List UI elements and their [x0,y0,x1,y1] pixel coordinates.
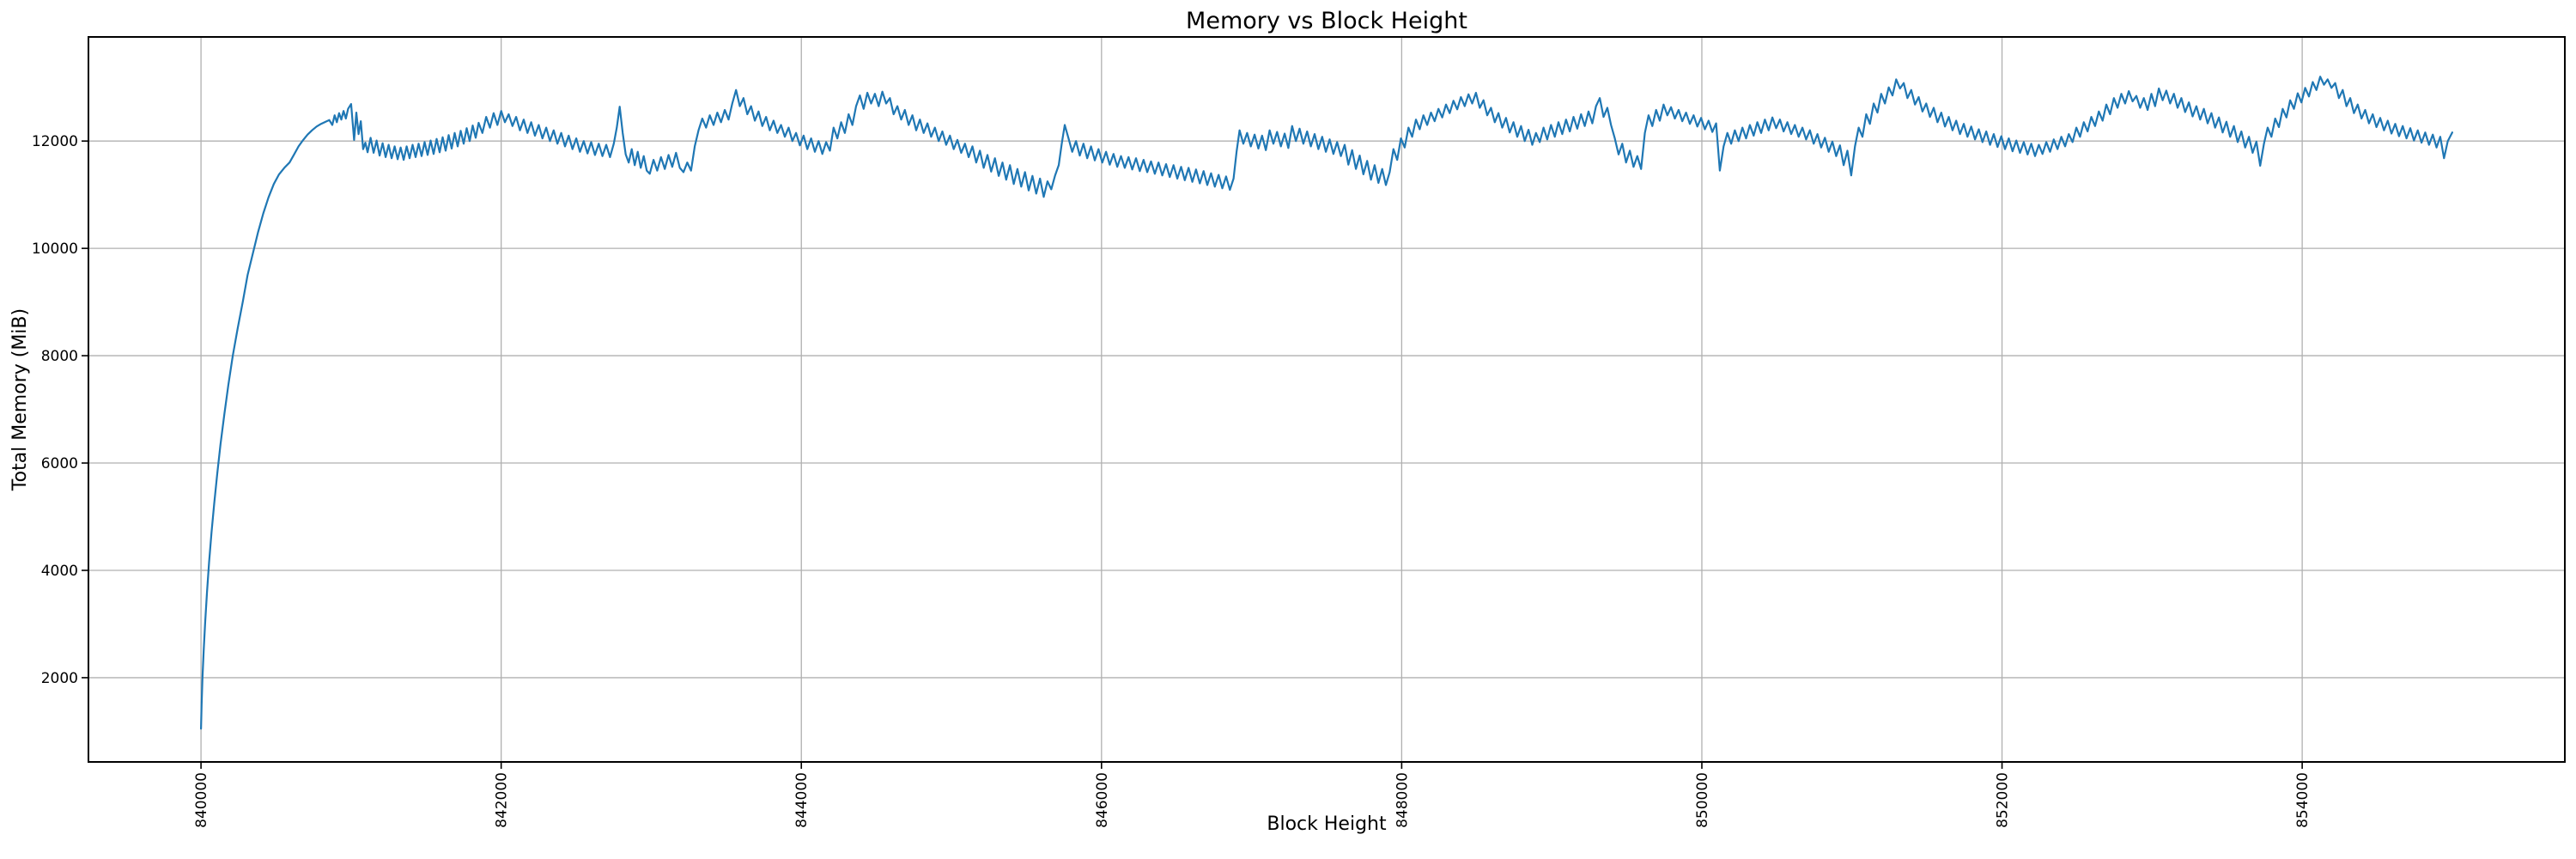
y-tick-label: 10000 [32,241,78,258]
tick-marks [82,140,2303,769]
x-tick-label: 844000 [793,772,811,828]
y-tick-label: 6000 [41,455,78,472]
x-axis-label: Block Height [1267,813,1387,835]
gridlines [88,37,2565,762]
x-tick-label: 848000 [1394,772,1411,828]
y-axis-label: Total Memory (MiB) [9,308,31,491]
y-tick-label: 4000 [41,563,78,580]
x-tick-label: 840000 [193,772,210,828]
x-tick-label: 846000 [1094,772,1111,828]
y-tick-label: 8000 [41,348,78,365]
y-tick-label: 12000 [32,133,78,150]
plot-border [88,36,2566,763]
x-tick-label: 854000 [2294,772,2312,828]
y-tick-label: 2000 [41,670,78,687]
x-tick-label: 852000 [1995,772,2012,828]
x-tick-label: 850000 [1694,772,1711,828]
x-tick-label: 842000 [494,772,511,828]
tick-labels: 840000 842000 844000 846000 848000 850000 8520… [32,133,2312,828]
chart-title: Memory vs Block Height [1186,8,1467,34]
memory-line [200,76,2453,730]
data-line-layer [200,76,2453,730]
